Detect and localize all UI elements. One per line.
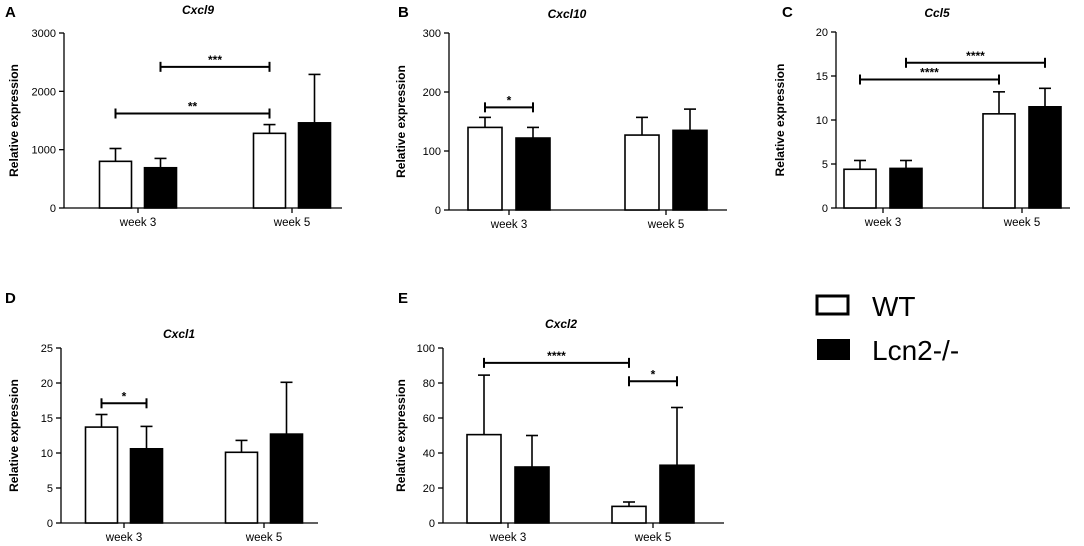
panel-a-bar-wt-week3	[98, 160, 133, 209]
panel-c-ytick-label: 0	[822, 203, 828, 215]
panel-e-bar-wt-week5	[611, 505, 647, 524]
panel-a: A Cxcl9 Relative expression 0 1000 2000 3000 we…	[5, 3, 342, 229]
panel-c-ytick-label: 5	[822, 159, 828, 171]
panel-b-bar-lcn2-week3	[515, 137, 551, 211]
panel-c-category-label: week 3	[864, 217, 901, 229]
panel-a-sig-label: ***	[208, 53, 222, 67]
panel-d-letter: D	[5, 290, 16, 307]
panel-b-category-label: week 3	[490, 219, 527, 231]
panel-b-sig-label: *	[507, 93, 512, 107]
panel-b-bar-wt-week5	[624, 134, 660, 211]
panel-d: D Cxcl1 Relative expression 0 5 10 15 20 25 week …	[5, 290, 318, 544]
panel-c-sig-label: ****	[966, 49, 985, 63]
panel-b-bar-wt-week3	[467, 126, 503, 211]
panel-d-bar-lcn2-week3	[129, 447, 164, 524]
panel-a-category-label: week 3	[119, 217, 156, 229]
panel-d-ytick-label: 25	[41, 343, 53, 355]
panel-a-ylabel: Relative expression	[7, 64, 21, 177]
panel-b-ytick-label: 100	[423, 146, 441, 158]
panel-e-ylabel: Relative expression	[394, 379, 408, 492]
panel-c-title: Ccl5	[924, 6, 950, 20]
panel-e-ytick-label: 20	[423, 483, 435, 495]
panel-e-ytick-label: 80	[423, 378, 435, 390]
panel-c: C Ccl5 Relative expression 0 5 10 15 20 week 3 we…	[773, 4, 1070, 229]
panel-a-sig-label: **	[188, 100, 198, 114]
panel-a-bar-lcn2-week3	[143, 166, 178, 209]
panel-a-title: Cxcl9	[182, 3, 214, 17]
panel-e-sig-label: ****	[547, 349, 566, 363]
panel-e-title: Cxcl2	[545, 317, 577, 331]
panel-c-bar-wt-week5	[982, 113, 1016, 209]
panel-b-title: Cxcl10	[548, 7, 587, 21]
panel-d-ytick-label: 15	[41, 413, 53, 425]
panel-e-ytick-label: 100	[417, 343, 435, 355]
panel-a-category-label: week 5	[273, 217, 310, 229]
panel-c-category-label: week 5	[1003, 217, 1040, 229]
panel-d-ylabel: Relative expression	[7, 379, 21, 492]
panel-e-category-label: week 5	[634, 532, 671, 544]
panel-d-category-label: week 5	[245, 532, 282, 544]
panel-e-bar-wt-week3	[466, 433, 502, 524]
legend-label-lcn2: Lcn2-/-	[872, 335, 959, 366]
panel-c-bar-lcn2-week5	[1028, 106, 1062, 209]
legend-swatch-lcn2	[817, 339, 850, 360]
panel-b: B Cxcl10 Relative expression 0 100 200 300 week…	[394, 4, 727, 231]
panel-e-sig-label: *	[651, 367, 656, 381]
panel-c-ylabel: Relative expression	[773, 64, 787, 177]
panel-c-sig-label: ****	[920, 66, 939, 80]
panel-a-ytick-label: 3000	[32, 28, 56, 40]
panel-c-letter: C	[782, 4, 793, 21]
panel-a-ytick-label: 1000	[32, 145, 56, 157]
panel-c-ytick-label: 20	[816, 27, 828, 39]
legend: WT Lcn2-/-	[815, 291, 959, 366]
panel-d-bar-lcn2-week5	[269, 433, 304, 524]
panel-d-ytick-label: 5	[47, 483, 53, 495]
panel-e-ytick-label: 40	[423, 448, 435, 460]
panel-d-ytick-label: 0	[47, 518, 53, 530]
panel-e-bar-lcn2-week3	[514, 466, 550, 524]
panel-c-ytick-label: 10	[816, 115, 828, 127]
panel-d-sig-label: *	[122, 389, 127, 403]
panel-b-ytick-label: 0	[435, 205, 441, 217]
panel-b-ylabel: Relative expression	[394, 65, 408, 178]
panel-e-bar-lcn2-week5	[659, 464, 695, 524]
panel-d-ytick-label: 10	[41, 448, 53, 460]
panel-d-bar-wt-week3	[84, 426, 119, 524]
panel-b-ytick-label: 200	[423, 87, 441, 99]
panel-b-letter: B	[398, 4, 409, 21]
panel-a-bar-wt-week5	[252, 132, 287, 209]
legend-swatch-wt	[815, 294, 850, 316]
legend-label-wt: WT	[872, 291, 916, 322]
panel-d-category-label: week 3	[105, 532, 142, 544]
panel-c-ytick-label: 15	[816, 71, 828, 83]
panel-a-letter: A	[5, 4, 16, 21]
panel-d-bar-wt-week5	[224, 451, 259, 524]
panel-b-bar-lcn2-week5	[672, 129, 708, 211]
panel-e: E Cxcl2 Relative expression 0 20 40 60 80 100 wee…	[394, 290, 724, 544]
panel-a-ytick-label: 0	[50, 203, 56, 215]
panel-b-ytick-label: 300	[423, 28, 441, 40]
panel-a-bar-lcn2-week5	[297, 122, 332, 209]
panel-e-ytick-label: 60	[423, 413, 435, 425]
panel-c-bar-wt-week3	[843, 168, 877, 209]
panel-c-bar-lcn2-week3	[889, 167, 923, 209]
panel-d-ytick-label: 20	[41, 378, 53, 390]
panel-b-category-label: week 5	[647, 219, 684, 231]
panel-e-ytick-label: 0	[429, 518, 435, 530]
panel-d-title: Cxcl1	[163, 327, 195, 341]
panel-a-ytick-label: 2000	[32, 86, 56, 98]
panel-e-letter: E	[398, 290, 408, 307]
panel-e-category-label: week 3	[489, 532, 526, 544]
